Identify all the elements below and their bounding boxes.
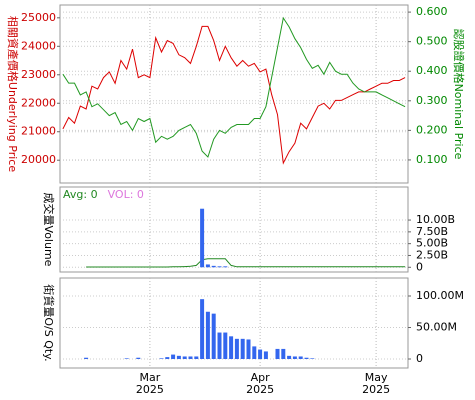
bar <box>275 348 280 359</box>
y2-tick-label: 0.500 <box>416 35 448 48</box>
bar <box>287 355 292 359</box>
bar <box>171 354 176 359</box>
y2-axis-label: 認股證價格Nominal Price <box>452 29 466 160</box>
bar <box>194 356 199 359</box>
y2-tick-label: 2.50B <box>416 248 448 261</box>
y2-tick-label: 50.00M <box>416 321 457 334</box>
y2-tick-label: 0 <box>416 352 423 365</box>
legend-entry: Avg: 0 <box>63 188 98 201</box>
y2-tick-label: 0.300 <box>416 94 448 107</box>
line <box>86 258 406 268</box>
x-tick-label: Mar 2025 <box>135 371 164 396</box>
bar <box>217 266 222 268</box>
panel-frame <box>59 4 409 184</box>
panel-frame <box>59 186 409 273</box>
bar <box>298 356 303 359</box>
bar <box>229 336 234 359</box>
line <box>62 16 406 158</box>
line <box>62 25 406 165</box>
bar <box>136 357 141 359</box>
bar <box>263 351 268 359</box>
y2-tick-label: 5.00B <box>416 237 448 250</box>
bar <box>165 357 170 359</box>
bar <box>304 357 309 359</box>
y-axis-label: 街貨量O/S Qty. <box>42 284 56 361</box>
y-tick-label: 25000 <box>21 11 56 24</box>
bar <box>240 338 245 359</box>
bar <box>258 349 263 359</box>
bar <box>217 332 222 359</box>
bar <box>252 346 257 359</box>
bar <box>223 266 228 268</box>
bar <box>200 208 205 268</box>
bar <box>281 348 286 359</box>
bar <box>200 299 205 359</box>
y2-tick-label: 0.200 <box>416 123 448 136</box>
bar <box>182 356 187 359</box>
bar <box>205 264 210 268</box>
y-tick-label: 24000 <box>21 39 56 52</box>
bar <box>124 358 129 359</box>
x-tick-label: Apr 2025 <box>246 371 275 396</box>
y2-tick-label: 7.50B <box>416 225 448 238</box>
bar <box>205 311 210 359</box>
y2-tick-label: 10.00B <box>416 213 455 226</box>
x-tick-label: May 2025 <box>362 371 391 396</box>
bar <box>292 356 297 359</box>
bar <box>159 358 164 359</box>
y-tick-label: 21000 <box>21 125 56 138</box>
y-axis-label: 成交量Volume <box>42 193 56 267</box>
y2-tick-label: 0.600 <box>416 5 448 18</box>
y2-tick-label: 0.100 <box>416 153 448 166</box>
y-axis-label: 相關資產價格Underlying Price <box>6 16 20 172</box>
bar <box>223 332 228 359</box>
bar <box>211 313 216 359</box>
y2-tick-label: 0.400 <box>416 64 448 77</box>
y2-tick-label: 0 <box>416 260 423 273</box>
panel-frame <box>59 277 409 369</box>
y-tick-label: 20000 <box>21 153 56 166</box>
legend-entry: VOL: 0 <box>108 188 144 201</box>
bar <box>84 357 89 359</box>
y2-tick-label: 100.00M <box>416 289 464 302</box>
bar <box>310 358 315 359</box>
bar <box>188 356 193 359</box>
y-tick-label: 23000 <box>21 68 56 81</box>
bar <box>176 355 181 359</box>
bar <box>246 339 251 359</box>
y-tick-label: 22000 <box>21 96 56 109</box>
bar <box>234 338 239 359</box>
bar <box>211 265 216 268</box>
